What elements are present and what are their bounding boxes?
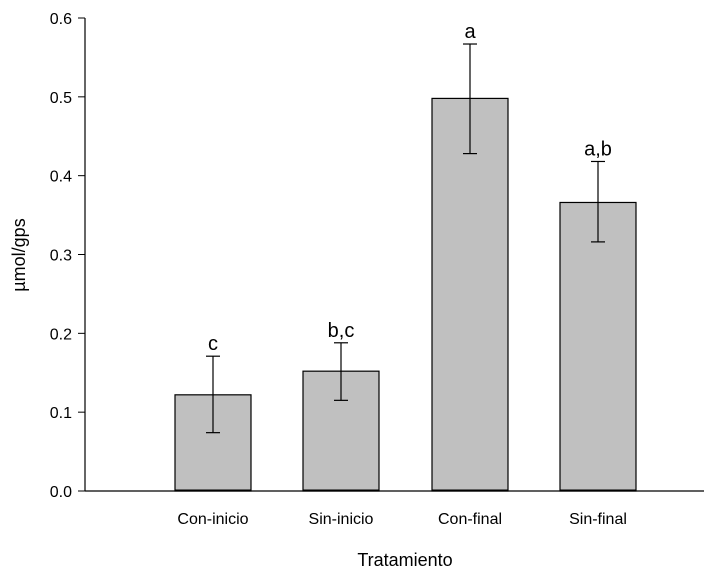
significance-label: a <box>464 21 476 43</box>
significance-label: c <box>208 333 218 355</box>
y-tick-label: 0.6 <box>50 11 72 28</box>
y-tick-label: 0.0 <box>50 484 72 501</box>
y-tick-label: 0.3 <box>50 248 72 265</box>
y-tick-label: 0.5 <box>50 90 72 107</box>
x-tick-label: Con-inicio <box>177 511 248 528</box>
bar-sin-final <box>559 201 637 492</box>
significance-label: b,c <box>328 320 355 342</box>
y-axis-ticks: 0.0 0.1 0.2 0.3 0.4 0.5 0.6 <box>50 11 85 501</box>
x-tick-label: Sin-final <box>569 511 627 528</box>
x-axis-ticks: Con-inicio Sin-inicio Con-final Sin-final <box>177 511 626 528</box>
axes <box>84 18 704 492</box>
y-tick-label: 0.1 <box>50 405 72 422</box>
bar-con-final <box>431 97 509 492</box>
y-tick-label: 0.2 <box>50 326 72 343</box>
x-tick-label: Sin-inicio <box>309 511 374 528</box>
bars: c b,c a a,b <box>174 21 637 492</box>
y-tick-label: 0.4 <box>50 169 72 186</box>
x-axis-title: Tratamiento <box>357 550 452 570</box>
x-tick-label: Con-final <box>438 511 502 528</box>
significance-label: a,b <box>584 138 612 160</box>
y-axis-title: µmol/gps <box>9 218 29 291</box>
